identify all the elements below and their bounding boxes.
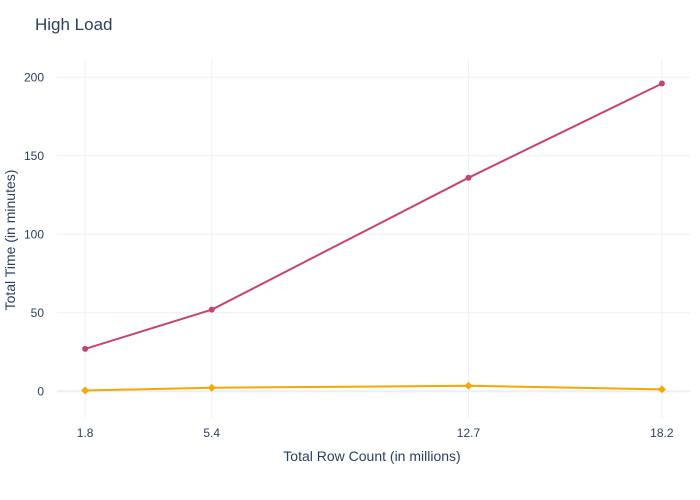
x-tick-label: 12.7 <box>457 426 481 440</box>
x-tick-label: 18.2 <box>650 426 674 440</box>
data-point <box>82 345 89 352</box>
x-axis-title: Total Row Count (in millions) <box>283 448 460 464</box>
series-2 <box>81 381 666 395</box>
y-tick-label: 0 <box>37 384 44 398</box>
data-point <box>208 306 215 313</box>
data-point <box>464 381 473 390</box>
series-line <box>84 82 663 350</box>
y-tick-label: 200 <box>24 70 44 84</box>
y-tick-label: 100 <box>24 227 44 241</box>
data-point <box>465 174 472 181</box>
y-tick-label: 150 <box>24 149 44 163</box>
series-line <box>85 384 662 392</box>
x-axis-ticks: 1.8 5.4 12.7 18.2 <box>77 426 674 440</box>
series-1 <box>82 80 665 352</box>
y-tick-label: 50 <box>31 306 45 320</box>
data-point <box>81 386 90 395</box>
data-point <box>657 385 666 394</box>
series-layer <box>81 80 666 395</box>
gridlines <box>57 60 690 418</box>
y-axis-ticks: 0 50 100 150 200 <box>24 70 44 398</box>
data-point <box>207 383 216 392</box>
chart-title: High Load <box>35 15 113 34</box>
data-point <box>658 80 665 87</box>
y-axis-title: Total Time (in minutes) <box>2 170 18 311</box>
x-tick-label: 5.4 <box>203 426 220 440</box>
x-tick-label: 1.8 <box>77 426 94 440</box>
